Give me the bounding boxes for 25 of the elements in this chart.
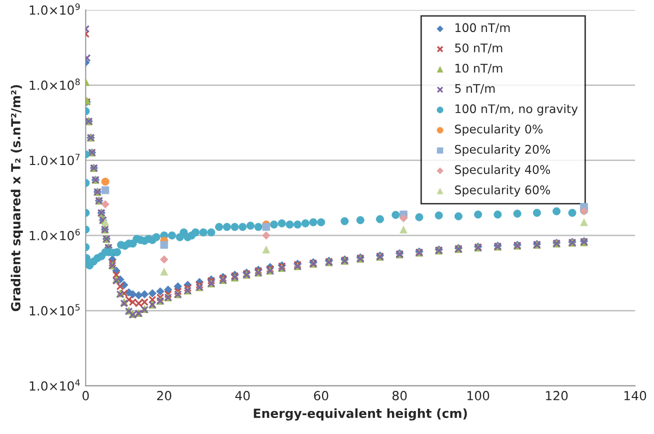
legend-label: 100 nT/m, no gravity — [456, 104, 578, 116]
legend-label: 100 nT/m — [456, 23, 510, 34]
legend-label: 5 nT/m — [455, 84, 495, 94]
x-tick-label: 20 — [157, 390, 172, 400]
x-tick-label: 120 — [546, 390, 568, 400]
x-tick-label: 40 — [235, 390, 250, 400]
x-tick-label: 60 — [314, 390, 328, 400]
y-axis-title: Gradient squared x T₂ (s.nT²/m²) — [10, 85, 23, 312]
y-tick-label: 1.0×10$^{8}$ — [30, 78, 80, 90]
legend-label: Specularity 0% — [454, 124, 543, 136]
y-tick-label: 1.0×10$^{7}$ — [30, 154, 80, 166]
x-axis-title: Energy-equivalent height (cm) — [254, 408, 467, 421]
x-tick-label: 100 — [468, 390, 490, 400]
legend-label: Specularity 60% — [454, 185, 550, 197]
legend-label: 10 nT/m — [456, 64, 502, 74]
legend-label: 50 nT/m — [455, 43, 502, 54]
x-tick-label: 80 — [392, 390, 407, 400]
y-tick-label: 1.0×10$^{4}$ — [30, 379, 80, 391]
y-tick-label: 1.0×10$^{9}$ — [30, 3, 80, 15]
x-tick-label: 0 — [82, 390, 89, 400]
legend-label: Specularity 40% — [454, 164, 550, 176]
y-tick-label: 1.0×10$^{5}$ — [30, 304, 80, 316]
legend-label: Specularity 20% — [454, 144, 550, 156]
y-tick-label: 1.0×10$^{6}$ — [30, 228, 80, 240]
x-tick-label: 140 — [624, 390, 646, 400]
